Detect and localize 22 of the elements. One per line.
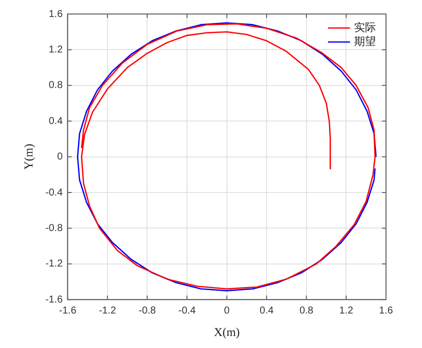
y-tick-label: 1.6 (48, 8, 64, 20)
y-tick-label: 1.2 (48, 44, 64, 56)
x-axis-title: X(m) (214, 324, 240, 339)
y-tick-label: -0.8 (45, 222, 64, 234)
y-tick-label: 0.4 (48, 116, 64, 127)
y-axis-title: Y(m) (21, 144, 36, 170)
y-tick-label: -0.4 (45, 187, 64, 198)
y-tick-label: 0.8 (48, 80, 64, 92)
x-tick-label: 0.8 (299, 305, 314, 316)
x-tick-label: 0 (224, 305, 230, 316)
x-tick-label: 1.2 (339, 305, 354, 316)
y-tick-label: -1.6 (45, 294, 64, 306)
legend-label: 期望 (354, 34, 376, 48)
x-tick-label: -0.4 (178, 305, 196, 316)
y-tick-label: -1.2 (45, 258, 64, 270)
x-tick-label: -0.8 (138, 305, 156, 316)
x-tick-label: 1.6 (379, 305, 394, 316)
y-tick-label: 0 (57, 152, 64, 163)
x-tick-label: -1.2 (98, 305, 116, 316)
x-tick-label: 0.4 (260, 305, 274, 316)
x-tick-label: -1.6 (59, 305, 77, 316)
legend-label: 实际 (354, 20, 376, 34)
